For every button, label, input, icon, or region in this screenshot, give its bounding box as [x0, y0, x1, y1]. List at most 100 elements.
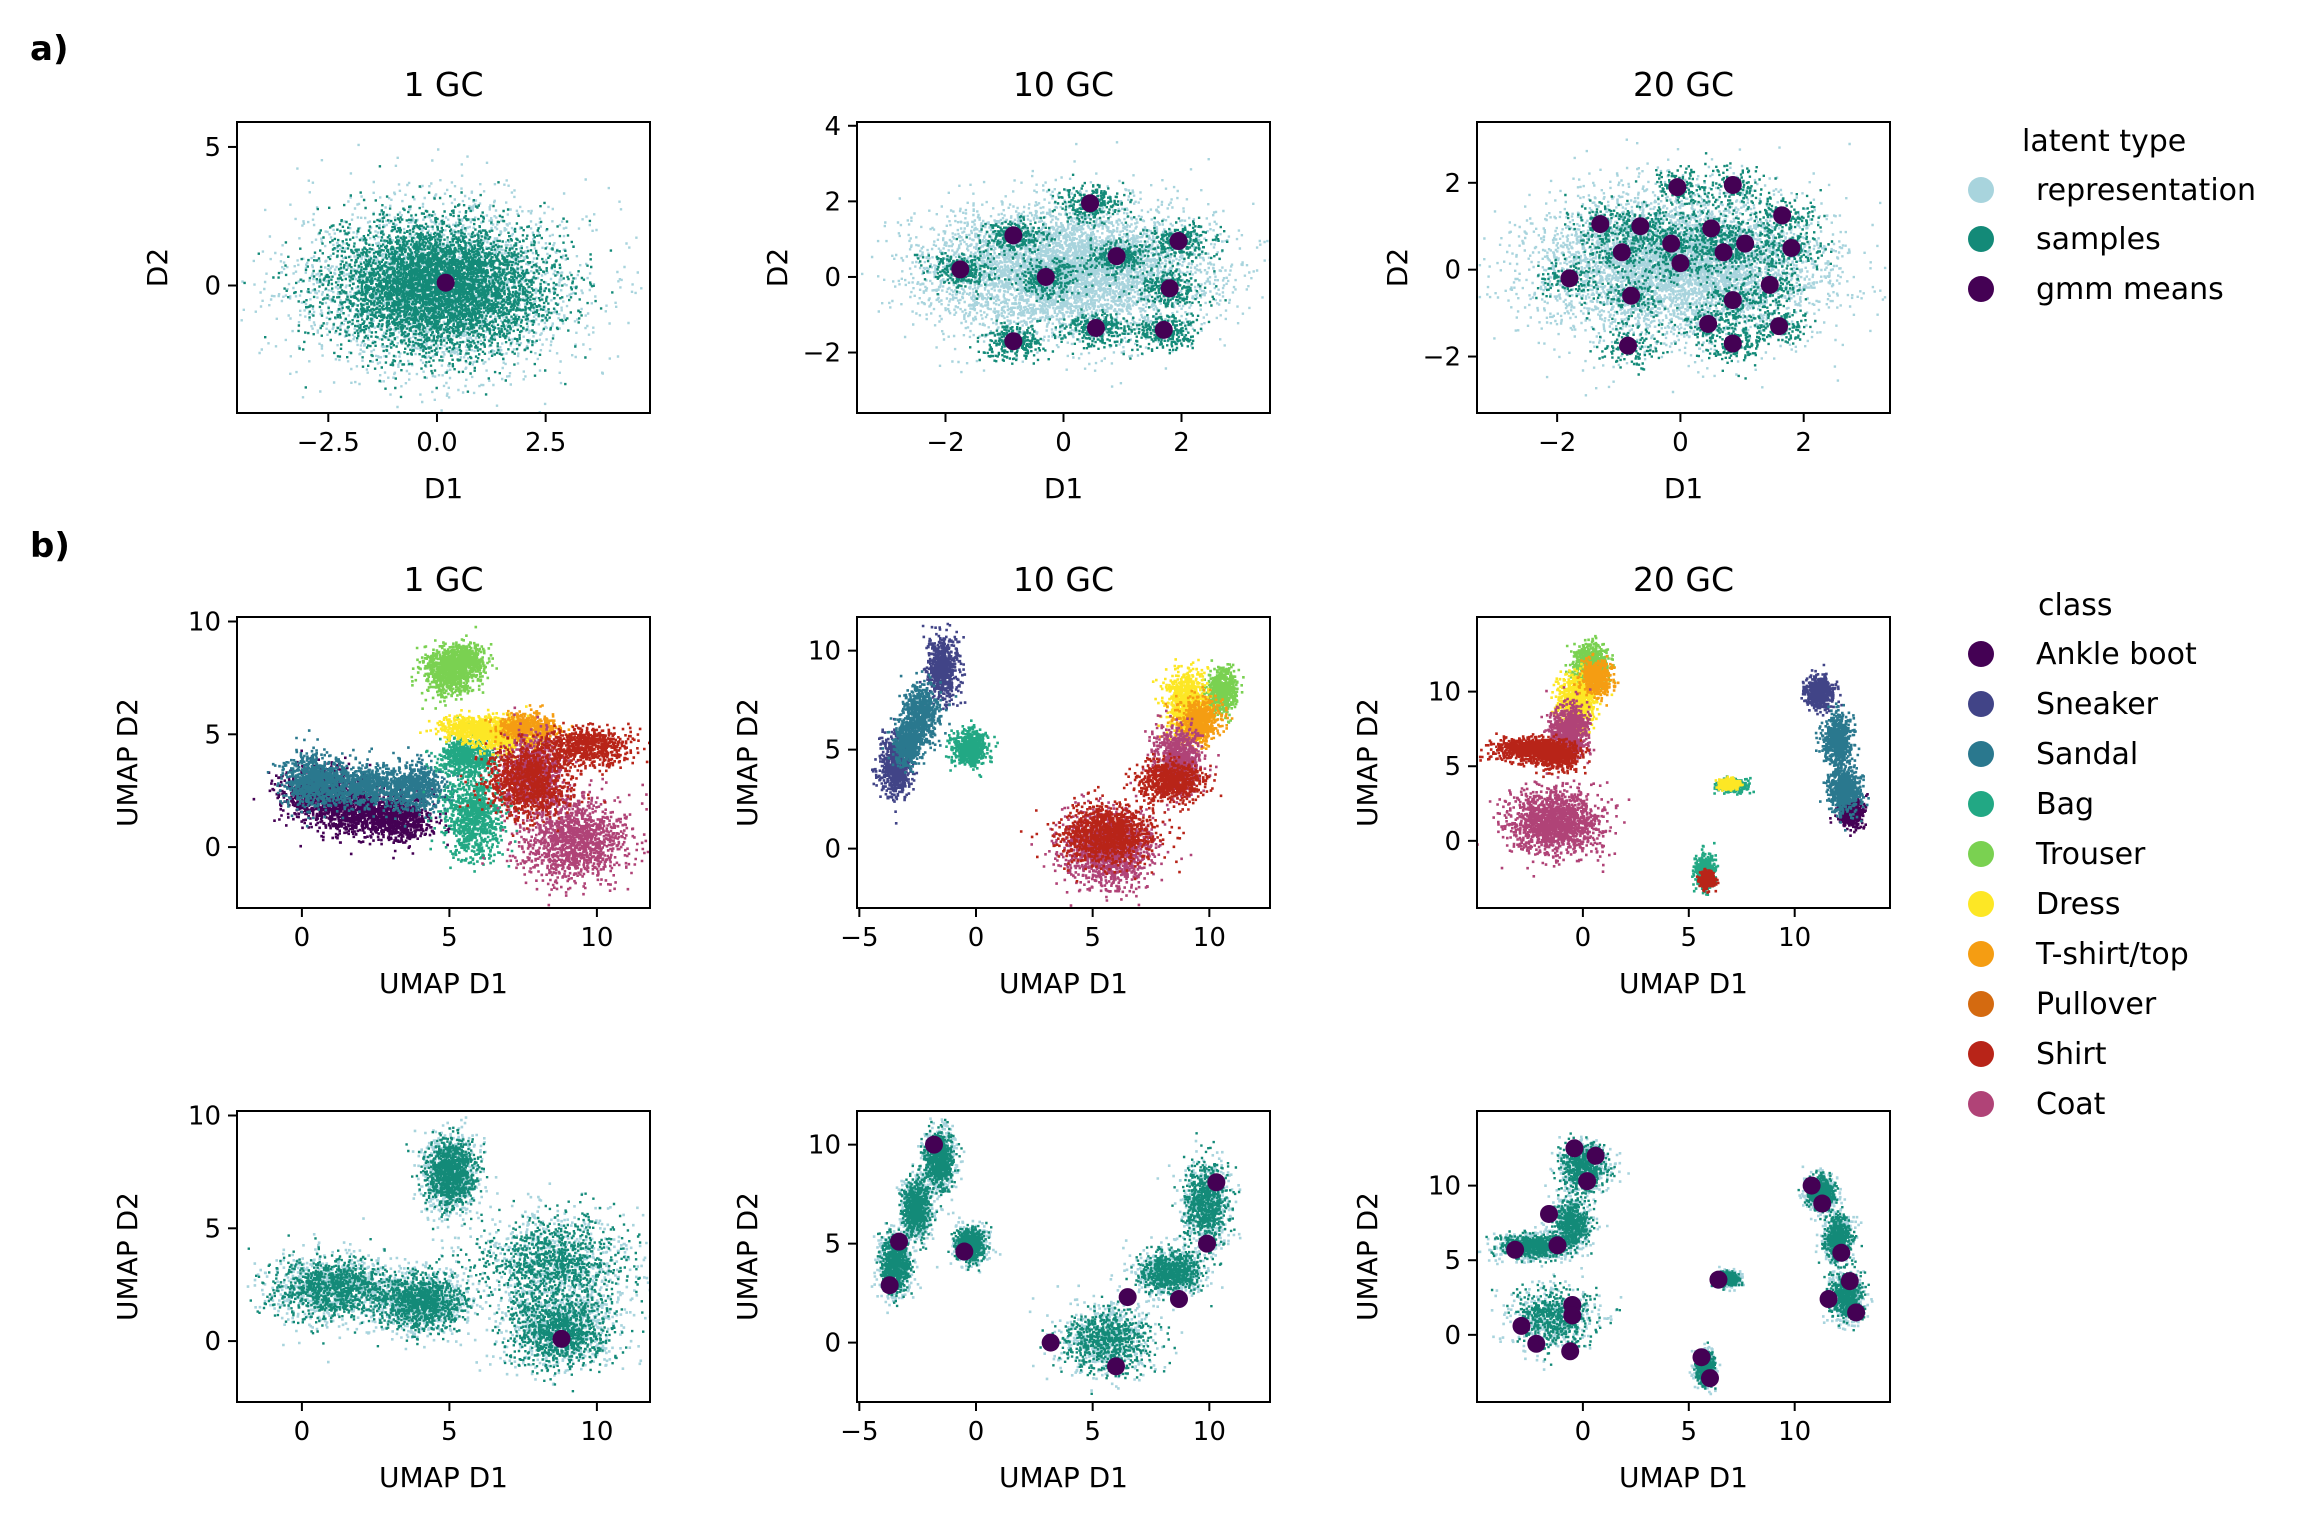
y-tick-label: 0 [204, 833, 221, 863]
plot-title: 20 GC [1633, 560, 1734, 599]
y-axis-label: UMAP D2 [1351, 1192, 1384, 1321]
class-scatter-6 [1159, 685, 1234, 755]
plot-title: 10 GC [1013, 65, 1114, 104]
samples-scatter-points [247, 1126, 645, 1393]
gmm-mean-point-3 [1631, 217, 1650, 236]
x-axis-label: D1 [424, 472, 463, 505]
class-scatter-2 [1814, 702, 1870, 832]
samples-scatter [243, 165, 614, 399]
x-tick-label: 2 [1795, 428, 1812, 458]
class-points-6 [1573, 652, 1620, 707]
y-tick-label: 0 [204, 272, 221, 302]
class-points-2 [1814, 702, 1870, 832]
class-scatter-8 [1019, 752, 1223, 883]
samples-scatter [1485, 1132, 1870, 1390]
y-axis-label: D2 [141, 248, 174, 287]
class-points-8 [1019, 752, 1223, 883]
class-points-5 [419, 705, 560, 760]
legend-latent-title: latent type [2022, 124, 2186, 159]
plot-a-1gc: −2.5 0.0 2.5 0 5 D1 D2 1 GC [141, 65, 651, 505]
class-scatter-8 [1477, 732, 1720, 894]
class-scatter-6 [1573, 652, 1620, 707]
y-tick-label: −2 [1423, 343, 1461, 373]
legend-label-bag: Bag [2036, 787, 2094, 822]
class-scatter-3 [944, 719, 999, 778]
gmm-mean-point-5 [1198, 1234, 1216, 1253]
gmm-mean-point-2 [880, 1276, 899, 1295]
legend-marker-coat [1968, 1091, 1994, 1117]
y-axis-label: D2 [1381, 248, 1414, 287]
representation-scatter-points [240, 143, 643, 413]
gmm-mean-point-10 [1671, 254, 1690, 273]
gmm-mean-point-9 [1154, 320, 1173, 339]
y-axis-label: UMAP D2 [1351, 698, 1384, 827]
x-tick-label: −5 [840, 923, 878, 953]
gmm-mean-point-9 [1107, 1357, 1125, 1376]
class-points-2 [266, 729, 461, 828]
class-scatter-2 [266, 729, 461, 828]
plot-area [1478, 138, 1887, 397]
legend-class: class Ankle boot Sneaker Sandal Bag Trou… [1968, 588, 2197, 1122]
class-points-1 [1800, 663, 1843, 717]
axes-frame [236, 616, 651, 909]
class-scatter-5 [419, 705, 560, 760]
gmm-mean-point-10 [1561, 1342, 1580, 1361]
y-tick-label: 0 [824, 835, 841, 865]
x-tick-label: 2 [1173, 428, 1190, 458]
gmm-mean-point-8 [1041, 1333, 1060, 1352]
x-tick-label: 10 [580, 923, 613, 953]
y-tick-label: 5 [204, 1214, 221, 1244]
gmm-mean-point-17 [1840, 1272, 1859, 1291]
class-scatter-4 [410, 625, 498, 719]
legend-label-dress: Dress [2036, 887, 2121, 922]
class-points-3 [422, 722, 520, 873]
x-tick-label: 0 [1672, 428, 1689, 458]
plot-area [246, 1116, 650, 1393]
legend-label-representation: representation [2036, 173, 2256, 208]
plot-title: 1 GC [403, 560, 483, 599]
y-tick-label: −2 [803, 339, 841, 369]
y-tick-label: 5 [824, 1230, 841, 1260]
representation-scatter-points [246, 1116, 650, 1386]
plot-title: 20 GC [1633, 65, 1734, 104]
y-tick-label: 0 [1444, 256, 1461, 286]
y-axis-label: UMAP D2 [731, 1192, 764, 1321]
gmm-mean-point-19 [1723, 334, 1742, 353]
legend-marker-sneaker [1968, 691, 1994, 717]
gmm-mean-point-16 [1699, 314, 1718, 333]
plot-a-20gc: −2 0 2 −2 0 2 D1 D2 20 GC [1381, 65, 1891, 505]
gmm-mean-point-1 [1586, 1146, 1605, 1165]
x-tick-label: 0 [1055, 428, 1072, 458]
class-scatter-1 [871, 617, 967, 825]
legend-label-ankle-boot: Ankle boot [2036, 637, 2197, 672]
x-tick-label: 5 [441, 923, 458, 953]
x-tick-label: −2 [1538, 428, 1576, 458]
legend-latent-type: latent type representation samples gmm m… [1968, 124, 2256, 307]
gmm-mean-point-14 [1760, 275, 1779, 294]
class-points-3 [944, 719, 999, 778]
gmm-mean-point-11 [1709, 1270, 1728, 1289]
gmm-mean-point-17 [1770, 317, 1789, 336]
representation-scatter [240, 143, 643, 413]
gmm-mean-point-6 [1160, 279, 1179, 298]
legend-label-pullover: Pullover [2036, 987, 2157, 1022]
gmm-mean-point-1 [890, 1232, 908, 1251]
samples-scatter-points [243, 165, 614, 399]
y-tick-label: 4 [824, 112, 841, 142]
gmm-mean-point-6 [1118, 1288, 1137, 1307]
x-tick-label: 10 [1193, 923, 1226, 953]
class-points-1 [871, 617, 967, 825]
y-axis-label: UMAP D2 [111, 698, 144, 827]
gmm-mean-point-1 [1004, 226, 1023, 245]
gmm-means [880, 1135, 1226, 1376]
x-axis-label: D1 [1664, 472, 1703, 505]
x-axis-label: UMAP D1 [1619, 1461, 1748, 1494]
class-points-5 [1550, 662, 1744, 792]
y-tick-label: 10 [188, 1102, 221, 1132]
legend-label-sneaker: Sneaker [2036, 687, 2159, 722]
representation-scatter [246, 1116, 650, 1386]
gmm-mean-point-5 [1036, 267, 1055, 286]
gmm-mean-point-0 [552, 1329, 571, 1348]
gmm-mean-point-9 [1527, 1334, 1546, 1353]
axes-frame [1476, 1110, 1891, 1403]
